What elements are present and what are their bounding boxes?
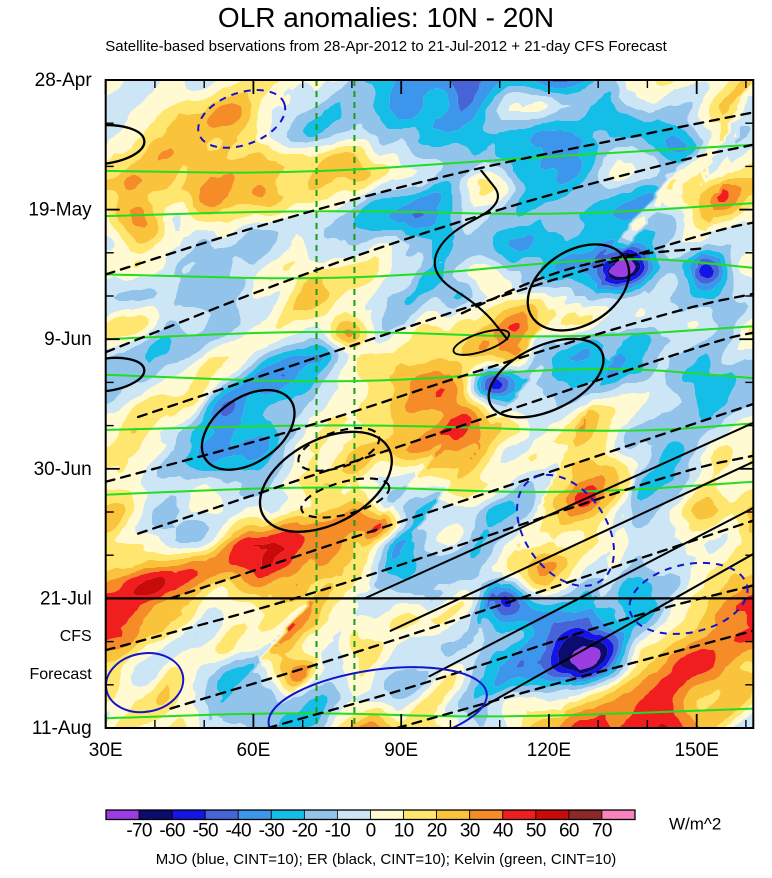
svg-text:MJO (blue, CINT=10); ER (black: MJO (blue, CINT=10); ER (black, CINT=10)… (156, 851, 617, 868)
svg-text:30E: 30E (89, 740, 123, 761)
svg-text:-20: -20 (292, 821, 317, 842)
svg-text:60E: 60E (236, 740, 270, 761)
svg-text:120E: 120E (527, 740, 571, 761)
svg-text:CFS: CFS (60, 628, 92, 645)
svg-text:30-Jun: 30-Jun (34, 459, 92, 480)
svg-text:-10: -10 (325, 821, 350, 842)
svg-text:40: 40 (493, 821, 513, 842)
svg-text:70: 70 (592, 821, 612, 842)
svg-text:60: 60 (559, 821, 579, 842)
svg-text:-50: -50 (193, 821, 218, 842)
svg-text:Forecast: Forecast (29, 666, 92, 683)
svg-text:28-Apr: 28-Apr (35, 70, 93, 91)
svg-text:0: 0 (366, 821, 376, 842)
svg-text:30: 30 (460, 821, 480, 842)
svg-text:-60: -60 (159, 821, 184, 842)
svg-text:9-Jun: 9-Jun (44, 329, 92, 350)
svg-text:-40: -40 (226, 821, 251, 842)
svg-text:11-Aug: 11-Aug (32, 718, 92, 739)
svg-text:W/m^2: W/m^2 (669, 815, 721, 834)
svg-text:150E: 150E (675, 740, 719, 761)
svg-text:19-May: 19-May (28, 200, 92, 221)
svg-text:-30: -30 (259, 821, 284, 842)
svg-text:50: 50 (526, 821, 546, 842)
svg-text:21-Jul: 21-Jul (40, 588, 92, 609)
svg-text:10: 10 (394, 821, 414, 842)
svg-text:90E: 90E (384, 740, 418, 761)
svg-text:20: 20 (427, 821, 447, 842)
svg-text:-70: -70 (126, 821, 151, 842)
